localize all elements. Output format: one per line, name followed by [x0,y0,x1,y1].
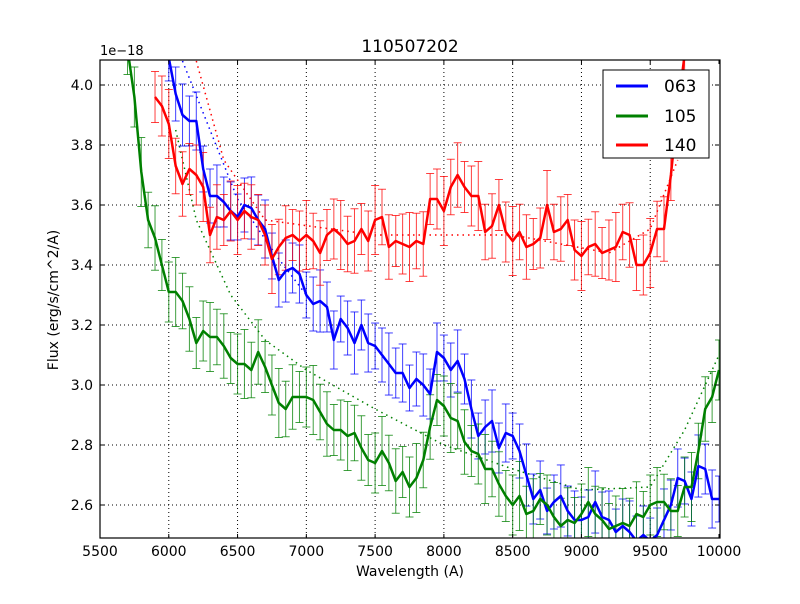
x-tick-label: 5500 [82,544,118,560]
y-tick-label: 3.6 [71,198,93,214]
x-tick-label: 8000 [426,544,462,560]
axis-ticks: 5500 6000 6500 7000 7500 8000 8500 9000 9500 1000… [71,60,742,560]
legend-label: 140 [664,136,696,156]
x-tick-label: 6500 [220,544,256,560]
y-tick-label: 3.8 [71,138,93,154]
chart-title: 110507202 [361,37,458,57]
y-tick-label: 2.8 [71,438,93,454]
x-tick-label: 9000 [564,544,600,560]
series-line-105 [127,60,720,531]
y-tick-label: 2.6 [71,498,93,514]
x-axis-label: Wavelength (A) [356,564,464,580]
series-layer [123,60,720,538]
legend-label: 063 [664,77,696,97]
x-tick-label: 7500 [357,544,393,560]
x-tick-label: 10000 [697,544,742,560]
y-offset-label: 1e−18 [100,44,144,59]
plot-frame [99,59,721,539]
legend-item-063: 063 [616,77,696,97]
model-curve-140 [195,60,679,254]
y-tick-label: 3.2 [71,318,93,334]
series-line-140 [154,60,686,267]
x-tick-label: 8500 [495,544,531,560]
x-tick-label: 9500 [632,544,668,560]
y-axis-label: Flux (erg/s/cm^2/A) [46,230,62,370]
legend-item-140: 140 [616,136,696,156]
y-tick-label: 3.4 [71,258,93,274]
legend-item-105: 105 [616,107,696,127]
legend-label: 105 [664,107,696,127]
x-tick-label: 6000 [151,544,187,560]
legend: 063 105 140 [602,69,710,159]
x-tick-label: 7000 [289,544,325,560]
y-tick-label: 3.0 [71,378,93,394]
y-tick-label: 4.0 [71,78,93,94]
